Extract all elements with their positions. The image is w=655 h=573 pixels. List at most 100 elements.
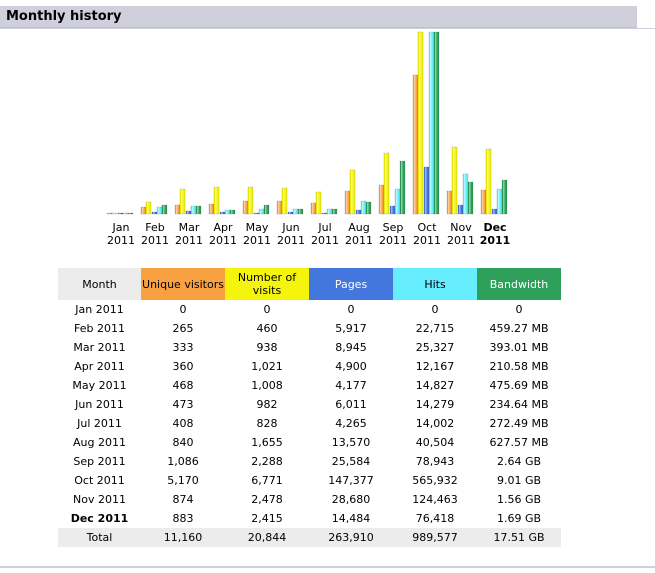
cell-hits: 14,002	[415, 417, 455, 430]
bar-highlight	[260, 209, 262, 214]
cell-bw: 9.01 GB	[496, 474, 542, 487]
bar-highlight	[425, 167, 427, 214]
cell-uv: 265	[172, 322, 194, 335]
bar-highlight	[108, 213, 110, 214]
table-row: Sep 2011 1,086 2,288 25,584 78,943 2.64 GB	[58, 452, 561, 471]
bar-visits	[383, 152, 390, 215]
cell-visits: 2,415	[251, 512, 283, 525]
bar-highlight	[283, 188, 285, 214]
bar-bandwidth	[229, 209, 236, 215]
month-tick-label: Feb 2011	[138, 221, 172, 247]
cell-bw: 627.57 MB	[489, 436, 549, 449]
bar-highlight	[367, 202, 369, 214]
cell-hits: 25,327	[415, 341, 455, 354]
bar-visits	[179, 188, 186, 215]
month-tick-label: Nov 2011	[444, 221, 478, 247]
bar-bandwidth	[467, 181, 474, 215]
month-tick-label: Jul 2011	[308, 221, 342, 247]
cell-uv: 473	[172, 398, 194, 411]
bar-highlight	[328, 209, 330, 214]
bar-highlight	[163, 205, 165, 214]
table-header-row: Month Unique visitors Number of visits P…	[58, 268, 561, 300]
cell-hits: 989,577	[393, 528, 477, 547]
section-title: Monthly history	[6, 9, 122, 24]
cell-bw: 475.69 MB	[489, 379, 549, 392]
cell-uv: 1,086	[167, 455, 199, 468]
bar-highlight	[231, 210, 233, 214]
cell-pages: 8,945	[335, 341, 367, 354]
month-name: Feb	[145, 221, 165, 234]
cell-visits: 2,288	[251, 455, 283, 468]
cell-bw: 272.49 MB	[489, 417, 549, 430]
cell-visits: 6,771	[251, 474, 283, 487]
cell-uv: 333	[172, 341, 194, 354]
month-tick-label: May 2011	[240, 221, 274, 247]
table-total-row: Total 11,160 20,844 263,910 989,577 17.51 GB	[58, 528, 561, 547]
bar-highlight	[482, 190, 484, 214]
bar-highlight	[385, 153, 387, 214]
bar-highlight	[192, 206, 194, 214]
cell-hits: 14,827	[415, 379, 455, 392]
bar-highlight	[249, 187, 251, 214]
header-unique-visitors: Unique visitors	[141, 268, 225, 300]
bar-highlight	[414, 75, 416, 214]
cell-bw: 393.01 MB	[489, 341, 549, 354]
cell-visits: 828	[256, 417, 278, 430]
month-name: Dec	[483, 221, 507, 234]
cell-uv: 840	[172, 436, 194, 449]
table-row: Jan 2011 0 0 0 0 0	[58, 300, 561, 319]
month-tick-label: Aug 2011	[342, 221, 376, 247]
table-row: Oct 2011 5,170 6,771 147,377 565,932 9.01 GB	[58, 471, 561, 490]
cell-month: Feb 2011	[74, 322, 125, 335]
bar-highlight	[453, 147, 455, 214]
bar-highlight	[197, 206, 199, 214]
bar-highlight	[226, 210, 228, 214]
month-year: 2011	[479, 234, 511, 247]
table-row: Jul 2011 408 828 4,265 14,002 272.49 MB	[58, 414, 561, 433]
month-tick-label: Sep 2011	[376, 221, 410, 247]
bar-highlight	[333, 209, 335, 214]
cell-pages: 147,377	[328, 474, 374, 487]
cell-month: May 2011	[72, 379, 127, 392]
bar-bandwidth	[433, 31, 440, 215]
cell-visits: 1,008	[251, 379, 283, 392]
cell-pages: 0	[347, 303, 355, 316]
bar-bandwidth	[161, 204, 168, 215]
cell-visits: 460	[256, 322, 278, 335]
table-row: Dec 2011 883 2,415 14,484 76,418 1.69 GB	[58, 509, 561, 528]
header-divider	[0, 28, 655, 29]
cell-uv: 0	[179, 303, 187, 316]
bar-highlight	[430, 32, 432, 214]
bar-highlight	[380, 185, 382, 214]
cell-pages: 4,177	[335, 379, 367, 392]
cell-hits: 565,932	[412, 474, 458, 487]
cell-month: Jun 2011	[75, 398, 124, 411]
bar-highlight	[278, 201, 280, 214]
bar-bandwidth	[263, 204, 270, 215]
bar-highlight	[448, 191, 450, 214]
cell-bw: 459.27 MB	[489, 322, 549, 335]
cell-hits: 22,715	[415, 322, 455, 335]
cell-bw: 17.51 GB	[477, 528, 561, 547]
month-name: Aug	[348, 221, 370, 234]
section-header: Monthly history	[0, 6, 637, 28]
month-tick-label: Dec 2011	[478, 221, 512, 247]
bar-highlight	[498, 189, 500, 214]
bar-highlight	[401, 161, 403, 214]
cell-month: Aug 2011	[73, 436, 126, 449]
month-tick-label: Mar 2011	[172, 221, 206, 247]
month-name: Jul	[318, 221, 332, 234]
cell-bw: 2.64 GB	[496, 455, 542, 468]
cell-visits: 1,021	[251, 360, 283, 373]
bar-visits	[145, 201, 152, 215]
table-body: Jan 2011 0 0 0 0 0 Feb 2011 265 460 5,917 22,715 45…	[58, 300, 561, 547]
month-year: 2011	[175, 234, 203, 247]
table-row: Jun 2011 473 982 6,011 14,279 234.64 MB	[58, 395, 561, 414]
cell-visits: 1,655	[251, 436, 283, 449]
bar-highlight	[255, 213, 257, 214]
cell-visits: 0	[263, 303, 271, 316]
cell-pages: 25,584	[331, 455, 371, 468]
bar-highlight	[124, 213, 126, 214]
cell-hits: 14,279	[415, 398, 455, 411]
cell-uv: 883	[172, 512, 194, 525]
